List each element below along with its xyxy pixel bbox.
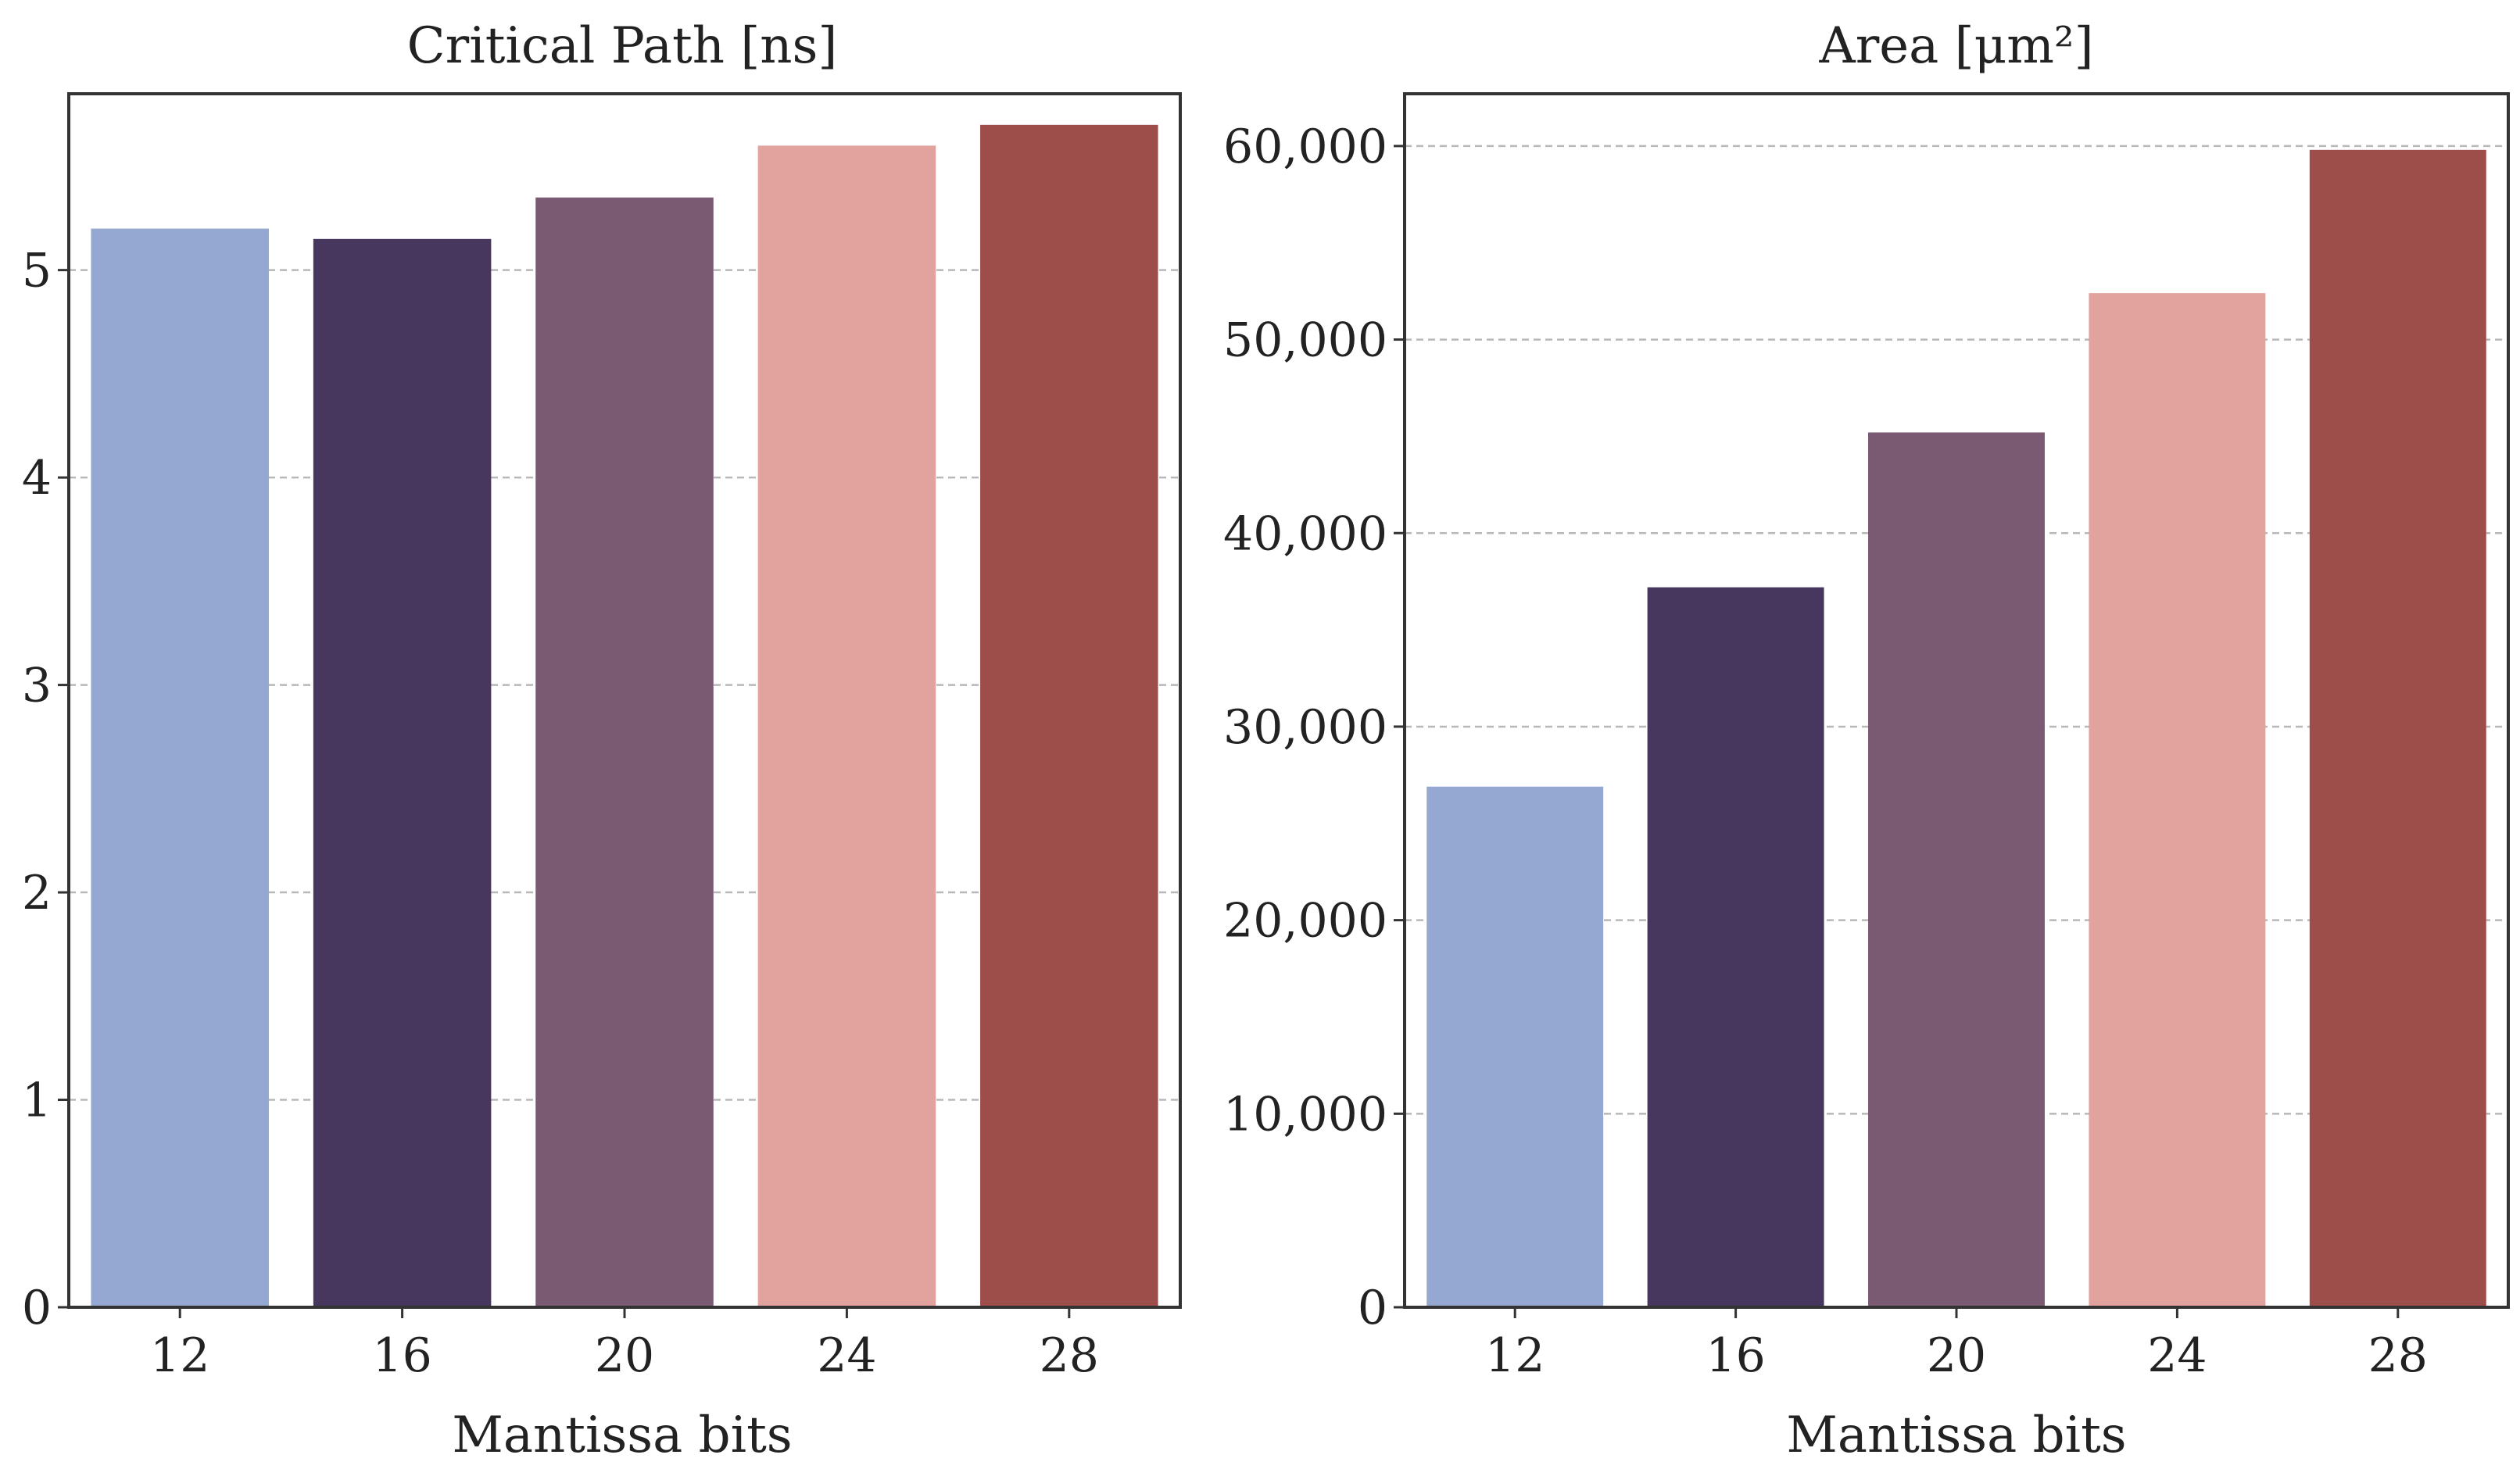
x-axis-label: Mantissa bits: [1786, 1406, 2126, 1464]
y-tick-label: 40,000: [1223, 506, 1387, 561]
x-tick-label: 28: [1040, 1328, 1099, 1383]
y-tick-label: 3: [22, 659, 52, 713]
x-tick-label: 16: [1706, 1328, 1765, 1383]
x-tick-label: 16: [372, 1328, 431, 1383]
bar-16: [1647, 587, 1824, 1307]
x-tick-label: 24: [817, 1328, 876, 1383]
bar-12: [91, 228, 269, 1307]
y-tick-label: 2: [22, 866, 52, 920]
critical-path-chart: Critical Path [ns] Mantissa bits 0123451…: [22, 17, 1182, 1464]
y-tick-label: 20,000: [1223, 894, 1387, 949]
y-tick-label: 50,000: [1223, 313, 1387, 368]
y-tick-label: 30,000: [1223, 700, 1387, 755]
x-tick-label: 12: [150, 1328, 209, 1383]
x-tick-label: 28: [2368, 1328, 2428, 1383]
y-tick-label: 0: [22, 1281, 52, 1335]
y-tick-label: 10,000: [1223, 1087, 1387, 1142]
x-tick-label: 24: [2147, 1328, 2207, 1383]
y-tick-label: 0: [1358, 1281, 1387, 1335]
bar-28: [2309, 149, 2486, 1307]
x-tick-label: 12: [1485, 1328, 1545, 1383]
y-tick-label: 1: [22, 1074, 52, 1128]
bar-20: [535, 197, 714, 1307]
y-tick-label: 60,000: [1223, 120, 1387, 174]
bar-24: [2089, 293, 2266, 1307]
x-axis-label: Mantissa bits: [452, 1406, 792, 1464]
area-chart: Area [μm²] Mantissa bits 0 10,000 20,000 30…: [1223, 17, 2510, 1464]
bar-20: [1868, 432, 2045, 1308]
chart-title: Area [μm²]: [1818, 17, 2093, 75]
bar-24: [757, 145, 936, 1307]
bar-16: [313, 238, 492, 1307]
bar-28: [980, 124, 1158, 1307]
x-tick-label: 20: [595, 1328, 654, 1383]
y-tick-label: 4: [22, 451, 52, 506]
x-tick-label: 20: [1927, 1328, 1986, 1383]
y-tick-label: 5: [22, 244, 52, 298]
chart-title: Critical Path [ns]: [407, 17, 838, 75]
bar-12: [1426, 786, 1604, 1307]
